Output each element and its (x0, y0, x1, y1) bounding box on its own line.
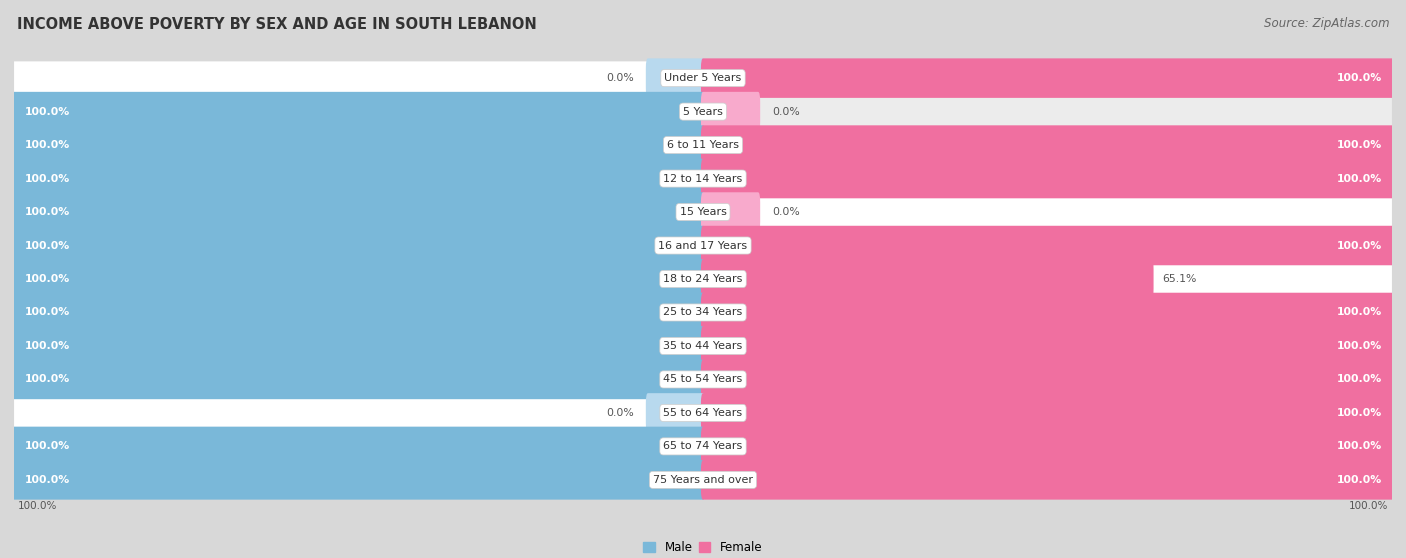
FancyBboxPatch shape (14, 463, 1392, 497)
Text: 55 to 64 Years: 55 to 64 Years (664, 408, 742, 418)
Text: 16 and 17 Years: 16 and 17 Years (658, 240, 748, 251)
FancyBboxPatch shape (13, 427, 704, 466)
FancyBboxPatch shape (702, 92, 761, 131)
FancyBboxPatch shape (702, 226, 1393, 265)
Text: 35 to 44 Years: 35 to 44 Years (664, 341, 742, 351)
FancyBboxPatch shape (14, 195, 1392, 229)
Text: 100.0%: 100.0% (1336, 341, 1382, 351)
Text: 100.0%: 100.0% (24, 307, 70, 318)
FancyBboxPatch shape (14, 262, 1392, 296)
Text: 100.0%: 100.0% (1336, 475, 1382, 485)
FancyBboxPatch shape (702, 393, 1393, 432)
Text: 100.0%: 100.0% (1336, 73, 1382, 83)
FancyBboxPatch shape (14, 95, 1392, 128)
FancyBboxPatch shape (702, 293, 1393, 332)
FancyBboxPatch shape (702, 259, 1153, 299)
FancyBboxPatch shape (702, 126, 1393, 165)
FancyBboxPatch shape (14, 162, 1392, 195)
FancyBboxPatch shape (13, 193, 704, 232)
Text: 25 to 34 Years: 25 to 34 Years (664, 307, 742, 318)
Text: 100.0%: 100.0% (1336, 441, 1382, 451)
FancyBboxPatch shape (13, 326, 704, 365)
FancyBboxPatch shape (702, 193, 761, 232)
Text: 6 to 11 Years: 6 to 11 Years (666, 140, 740, 150)
FancyBboxPatch shape (13, 259, 704, 299)
Text: 100.0%: 100.0% (24, 374, 70, 384)
Text: INCOME ABOVE POVERTY BY SEX AND AGE IN SOUTH LEBANON: INCOME ABOVE POVERTY BY SEX AND AGE IN S… (17, 17, 537, 32)
Text: 0.0%: 0.0% (606, 73, 634, 83)
Text: 100.0%: 100.0% (24, 441, 70, 451)
FancyBboxPatch shape (702, 59, 1393, 98)
FancyBboxPatch shape (14, 296, 1392, 329)
Text: 100.0%: 100.0% (1336, 140, 1382, 150)
Text: 0.0%: 0.0% (772, 207, 800, 217)
Text: 100.0%: 100.0% (24, 274, 70, 284)
Text: 5 Years: 5 Years (683, 107, 723, 117)
Text: 100.0%: 100.0% (24, 174, 70, 184)
Text: 65 to 74 Years: 65 to 74 Years (664, 441, 742, 451)
FancyBboxPatch shape (14, 396, 1392, 430)
Text: 100.0%: 100.0% (1336, 240, 1382, 251)
Text: 0.0%: 0.0% (772, 107, 800, 117)
Text: 100.0%: 100.0% (1336, 174, 1382, 184)
FancyBboxPatch shape (702, 326, 1393, 365)
Text: 0.0%: 0.0% (606, 408, 634, 418)
Text: 100.0%: 100.0% (24, 107, 70, 117)
Text: 75 Years and over: 75 Years and over (652, 475, 754, 485)
Text: 100.0%: 100.0% (24, 341, 70, 351)
FancyBboxPatch shape (14, 61, 1392, 95)
FancyBboxPatch shape (13, 460, 704, 499)
FancyBboxPatch shape (645, 59, 704, 98)
Text: Under 5 Years: Under 5 Years (665, 73, 741, 83)
Text: 100.0%: 100.0% (1350, 501, 1389, 511)
FancyBboxPatch shape (14, 430, 1392, 463)
FancyBboxPatch shape (14, 329, 1392, 363)
Text: 100.0%: 100.0% (1336, 374, 1382, 384)
FancyBboxPatch shape (14, 229, 1392, 262)
FancyBboxPatch shape (702, 460, 1393, 499)
Text: 18 to 24 Years: 18 to 24 Years (664, 274, 742, 284)
Text: 65.1%: 65.1% (1161, 274, 1197, 284)
FancyBboxPatch shape (14, 128, 1392, 162)
FancyBboxPatch shape (702, 427, 1393, 466)
FancyBboxPatch shape (13, 126, 704, 165)
Text: 100.0%: 100.0% (17, 501, 56, 511)
FancyBboxPatch shape (13, 226, 704, 265)
Text: 15 Years: 15 Years (679, 207, 727, 217)
Text: 100.0%: 100.0% (24, 207, 70, 217)
FancyBboxPatch shape (13, 360, 704, 399)
Text: 100.0%: 100.0% (24, 475, 70, 485)
FancyBboxPatch shape (645, 393, 704, 432)
FancyBboxPatch shape (13, 293, 704, 332)
FancyBboxPatch shape (702, 360, 1393, 399)
FancyBboxPatch shape (13, 159, 704, 198)
Text: 100.0%: 100.0% (1336, 408, 1382, 418)
Legend: Male, Female: Male, Female (638, 537, 768, 558)
FancyBboxPatch shape (702, 159, 1393, 198)
Text: 12 to 14 Years: 12 to 14 Years (664, 174, 742, 184)
FancyBboxPatch shape (13, 92, 704, 131)
Text: 45 to 54 Years: 45 to 54 Years (664, 374, 742, 384)
Text: Source: ZipAtlas.com: Source: ZipAtlas.com (1264, 17, 1389, 30)
Text: 100.0%: 100.0% (1336, 307, 1382, 318)
Text: 100.0%: 100.0% (24, 140, 70, 150)
FancyBboxPatch shape (14, 363, 1392, 396)
Text: 100.0%: 100.0% (24, 240, 70, 251)
